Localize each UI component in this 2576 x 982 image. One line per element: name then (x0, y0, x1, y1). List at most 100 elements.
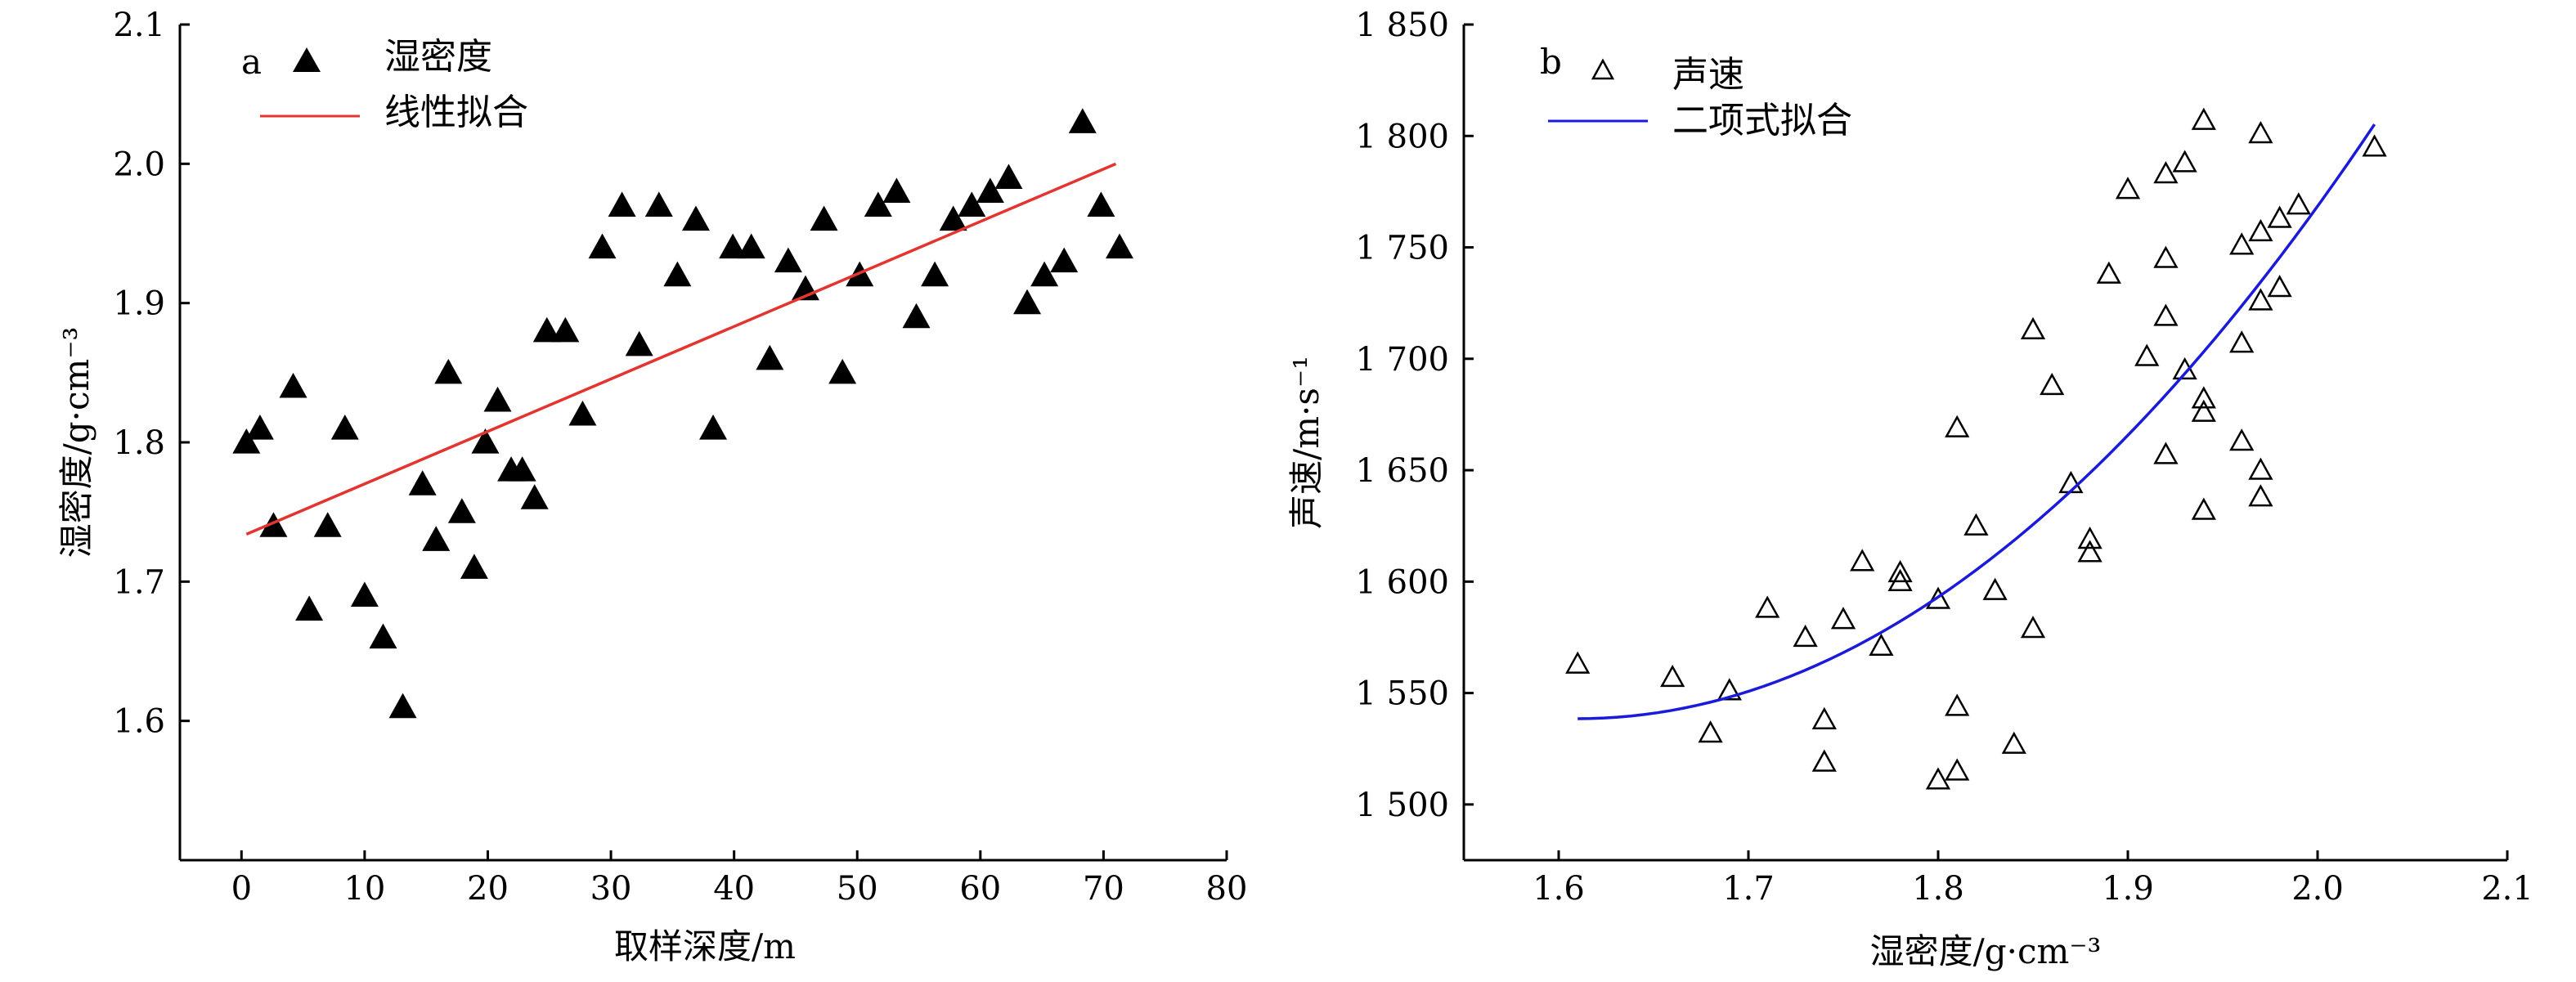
chart-a-x-tick-label: 70 (1083, 870, 1124, 908)
chart-a-data-point (774, 247, 802, 273)
chart-b-data-point (1945, 415, 1970, 437)
chart-b-data-point (1869, 633, 1894, 657)
chart-a-data-point (1105, 233, 1133, 259)
chart-b-data-point (2191, 497, 2216, 520)
chart-b-data-point (1793, 624, 1818, 648)
chart-b-data-point (2153, 303, 2179, 326)
chart-a-data-point (1030, 261, 1059, 287)
chart-b-data-point (2362, 134, 2387, 157)
chart-b-data-point (1565, 651, 1591, 674)
chart-b-y-tick-label: 1 850 (1355, 7, 1449, 44)
chart-b-y-axis-label: 声速/m·s⁻¹ (1286, 356, 1326, 529)
chart-b-data-point (2229, 232, 2255, 255)
chart-b-data-point (2248, 288, 2273, 311)
chart-a-x-tick-label: 10 (343, 870, 385, 908)
chart-b-x-tick-label: 1.8 (1912, 870, 1964, 908)
chart-a-data-point (902, 303, 931, 329)
chart-b-data-point (2248, 218, 2273, 242)
chart-a-data-point (1013, 289, 1042, 315)
chart-a-data-point (681, 205, 710, 231)
chart-a-data-point (994, 164, 1023, 189)
chart-b-data-point (2191, 399, 2216, 422)
chart-a-data-point (568, 400, 597, 426)
chart-b-data-point (1717, 678, 1742, 701)
chart-b-y-tick-label: 1 650 (1355, 452, 1449, 490)
chart-a-fit-line (245, 162, 1117, 536)
chart-b-data-point (1698, 720, 1723, 743)
chart-a-data-point (408, 470, 437, 495)
chart-b-y-tick-label: 1 750 (1355, 230, 1449, 267)
chart-a-data-point (350, 581, 379, 607)
chart-a-data-point (588, 233, 617, 259)
chart-a-data-point (1050, 247, 1079, 273)
chart-b-data-point (1963, 513, 1989, 536)
chart-a-data-point (434, 358, 463, 384)
chart-b-data-point (1925, 586, 1951, 609)
chart-b-data-point (2267, 205, 2292, 228)
chart-b-x-tick-label: 1.6 (1533, 870, 1585, 908)
chart-a-y-tick-label: 2.0 (113, 146, 165, 183)
chart-b-data-point (2191, 386, 2216, 409)
chart-a-data-point (388, 693, 417, 719)
chart-b-x-axis-label: 湿密度/g·cm⁻³ (1870, 931, 2102, 971)
chart-b-data-point (1755, 595, 1780, 618)
chart-b-x-tick-label: 1.7 (1722, 870, 1775, 908)
chart-a-y-tick-label: 1.9 (113, 285, 165, 323)
chart-a-data-point (520, 484, 549, 509)
chart-a: 0 10 20 30 40 50 60 70 80 1.6 1.7 1.8 1.9 2.0 2.1 a 湿… (56, 7, 1247, 966)
chart-b-data-point (2134, 343, 2160, 366)
chart-a-data-point (644, 191, 673, 217)
chart-a-x-tick-label: 50 (837, 870, 878, 908)
chart-a-data-point (447, 498, 476, 523)
chart-b-data-point (2096, 261, 2121, 284)
chart-a-data-point (313, 512, 342, 537)
chart-a-data-point (232, 428, 261, 454)
chart-a-data-point (532, 316, 561, 343)
chart-b-data-point (2229, 428, 2255, 451)
chart-b-legend-points: 声速 (1672, 54, 1744, 96)
chart-a-data-point (625, 330, 653, 356)
chart-a-legend-fit: 线性拟合 (384, 92, 528, 133)
chart-a-data-point (737, 233, 765, 259)
chart-b-data-point (1945, 758, 1970, 781)
chart-a-data-point (279, 372, 307, 398)
chart-b-data-point (1925, 767, 1951, 790)
chart-a-data-point (810, 205, 838, 231)
chart-a-data-point (460, 554, 488, 579)
chart-a-data-point (828, 358, 857, 384)
chart-a-data-point (1068, 108, 1097, 133)
chart-a-data-point (939, 205, 967, 231)
chart-b-data-point (2077, 526, 2103, 549)
chart-b-y-tick-label: 1 600 (1355, 563, 1449, 601)
chart-a-data-point (608, 191, 636, 217)
chart-a-data-point (508, 456, 536, 482)
chart-b-x-tick-label: 2.1 (2481, 870, 2533, 908)
chart-b-data-point (1887, 568, 1913, 591)
chart-b-data-point (1887, 559, 1913, 583)
chart-b-data-point (2020, 615, 2046, 639)
chart-a-y-tick-label: 1.6 (113, 703, 165, 741)
chart-b-data-point (2040, 372, 2065, 396)
chart-b-data-point (1660, 664, 1685, 688)
chart-a-data-point (471, 428, 500, 454)
chart-a-x-tick-label: 0 (231, 870, 252, 908)
chart-b-y-tick-label: 1 500 (1355, 787, 1449, 824)
chart-a-panel-label: a (241, 42, 262, 82)
chart-b-data-point (2020, 316, 2046, 340)
chart-a-y-tick-label: 1.7 (113, 563, 165, 601)
chart-a-data-point (699, 414, 728, 440)
chart-a-data-point (958, 191, 986, 217)
chart-b-data-point (2172, 150, 2197, 173)
chart-b-panel-label: b (1540, 42, 1562, 82)
chart-b-data-point (1811, 749, 1837, 772)
chart-a-x-tick-label: 80 (1206, 870, 1248, 908)
chart-a-data-point (330, 414, 359, 440)
chart-b-data-point (2229, 330, 2255, 353)
chart-a-data-point (259, 512, 288, 537)
chart-b-data-point (1830, 607, 1856, 630)
chart-b-legend-fit: 二项式拟合 (1672, 100, 1852, 141)
chart-a-data-point (295, 595, 324, 621)
chart-a-y-axis-label: 湿密度/g·cm⁻³ (56, 327, 96, 558)
chart-a-x-tick-label: 20 (467, 870, 509, 908)
